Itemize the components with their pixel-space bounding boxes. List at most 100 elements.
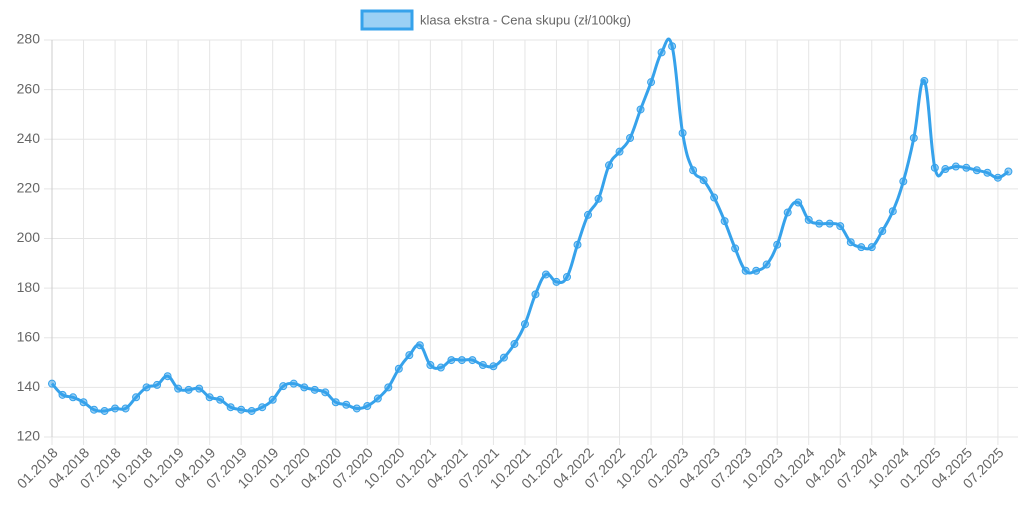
data-point xyxy=(562,272,571,281)
data-point xyxy=(699,176,708,185)
data-point xyxy=(636,105,645,114)
data-point xyxy=(951,162,960,171)
data-point xyxy=(552,277,561,286)
data-point xyxy=(247,406,256,415)
data-point xyxy=(794,198,803,207)
data-point xyxy=(573,240,582,249)
data-point xyxy=(258,403,267,412)
data-point xyxy=(941,165,950,174)
data-point xyxy=(195,384,204,393)
data-point xyxy=(142,383,151,392)
data-point xyxy=(237,405,246,414)
data-point xyxy=(731,244,740,253)
data-point xyxy=(489,362,498,371)
data-point xyxy=(647,78,656,87)
data-point xyxy=(415,341,424,350)
data-point xyxy=(79,398,88,407)
data-line xyxy=(50,37,1010,413)
data-point xyxy=(342,400,351,409)
data-point xyxy=(741,266,750,275)
y-tick-label: 280 xyxy=(17,31,41,47)
data-point xyxy=(846,238,855,247)
data-point xyxy=(920,76,929,85)
data-point xyxy=(909,134,918,143)
data-point xyxy=(226,403,235,412)
data-point xyxy=(268,395,277,404)
data-point xyxy=(69,393,78,402)
y-tick-label: 180 xyxy=(17,279,41,295)
data-point xyxy=(373,394,382,403)
legend-label[interactable]: klasa ekstra - Cena skupu (zł/100kg) xyxy=(420,12,631,27)
data-point xyxy=(510,339,519,348)
data-point xyxy=(888,207,897,216)
data-point xyxy=(531,290,540,299)
data-point xyxy=(605,161,614,170)
data-point xyxy=(867,243,876,252)
y-tick-label: 120 xyxy=(17,428,41,444)
y-tick-label: 200 xyxy=(17,229,41,245)
data-point xyxy=(331,398,340,407)
data-point xyxy=(689,166,698,175)
data-point xyxy=(710,193,719,202)
data-point xyxy=(478,361,487,370)
y-tick-label: 160 xyxy=(17,328,41,344)
data-point xyxy=(962,163,971,172)
data-point xyxy=(878,227,887,236)
y-tick-label: 260 xyxy=(17,80,41,96)
data-point xyxy=(541,270,550,279)
data-point xyxy=(594,194,603,203)
y-tick-label: 140 xyxy=(17,378,41,394)
data-point xyxy=(457,356,466,365)
data-point xyxy=(58,390,67,399)
data-point xyxy=(184,385,193,394)
data-point xyxy=(657,48,666,57)
data-point xyxy=(520,320,529,329)
data-point xyxy=(447,356,456,365)
data-point xyxy=(1004,167,1013,176)
data-point xyxy=(668,42,677,51)
data-point xyxy=(804,215,813,224)
legend-swatch[interactable] xyxy=(360,9,414,31)
data-point xyxy=(773,240,782,249)
data-point xyxy=(153,380,162,389)
data-point xyxy=(836,222,845,231)
data-point xyxy=(720,217,729,226)
data-point xyxy=(174,384,183,393)
data-point xyxy=(468,356,477,365)
data-point xyxy=(100,406,109,415)
data-point xyxy=(310,385,319,394)
data-point xyxy=(132,393,141,402)
data-point xyxy=(426,361,435,370)
data-point xyxy=(405,351,414,360)
data-point xyxy=(899,177,908,186)
data-point xyxy=(815,219,824,228)
data-point xyxy=(121,404,130,413)
data-point xyxy=(857,243,866,252)
data-point xyxy=(163,372,172,381)
data-point xyxy=(615,147,624,156)
data-point xyxy=(289,379,298,388)
data-point xyxy=(352,404,361,413)
data-point xyxy=(384,383,393,392)
y-tick-label: 240 xyxy=(17,130,41,146)
data-point xyxy=(783,208,792,217)
data-point xyxy=(972,166,981,175)
data-point xyxy=(983,168,992,177)
data-point xyxy=(216,395,225,404)
data-point xyxy=(205,393,214,402)
data-point xyxy=(584,210,593,219)
data-point xyxy=(993,173,1002,182)
data-point xyxy=(930,163,939,172)
data-point xyxy=(626,134,635,143)
data-point xyxy=(678,129,687,138)
data-point xyxy=(363,401,372,410)
data-point xyxy=(90,405,99,414)
data-point xyxy=(48,379,56,388)
data-point xyxy=(321,388,330,397)
data-point xyxy=(394,364,403,373)
data-point xyxy=(300,383,309,392)
data-point xyxy=(752,266,761,275)
data-point xyxy=(436,363,445,372)
data-point xyxy=(279,382,288,391)
